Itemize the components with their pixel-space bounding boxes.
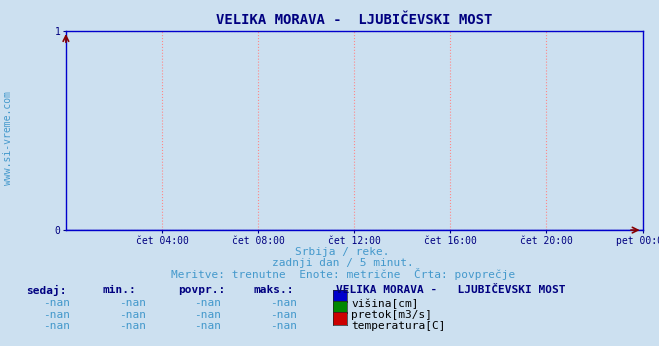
Text: Meritve: trenutne  Enote: metrične  Črta: povprečje: Meritve: trenutne Enote: metrične Črta: … (171, 268, 515, 280)
Text: -nan: -nan (270, 310, 297, 320)
Text: višina[cm]: višina[cm] (351, 298, 418, 309)
Text: -nan: -nan (43, 310, 70, 320)
Text: maks.:: maks.: (254, 285, 294, 295)
Text: temperatura[C]: temperatura[C] (351, 321, 445, 331)
Title: VELIKA MORAVA -  LJUBIČEVSKI MOST: VELIKA MORAVA - LJUBIČEVSKI MOST (216, 13, 492, 27)
Text: -nan: -nan (194, 310, 221, 320)
Text: VELIKA MORAVA -   LJUBIČEVSKI MOST: VELIKA MORAVA - LJUBIČEVSKI MOST (336, 285, 565, 295)
Text: -nan: -nan (270, 321, 297, 331)
Text: zadnji dan / 5 minut.: zadnji dan / 5 minut. (272, 258, 414, 268)
Text: -nan: -nan (43, 321, 70, 331)
Text: sedaj:: sedaj: (26, 285, 67, 297)
Text: -nan: -nan (194, 321, 221, 331)
Text: -nan: -nan (43, 298, 70, 308)
Text: povpr.:: povpr.: (178, 285, 225, 295)
Text: Srbija / reke.: Srbija / reke. (295, 247, 390, 257)
Text: www.si-vreme.com: www.si-vreme.com (3, 91, 13, 185)
Text: min.:: min.: (102, 285, 136, 295)
Text: -nan: -nan (270, 298, 297, 308)
Text: -nan: -nan (119, 298, 146, 308)
Text: -nan: -nan (119, 310, 146, 320)
Text: pretok[m3/s]: pretok[m3/s] (351, 310, 432, 320)
Text: -nan: -nan (119, 321, 146, 331)
Text: -nan: -nan (194, 298, 221, 308)
